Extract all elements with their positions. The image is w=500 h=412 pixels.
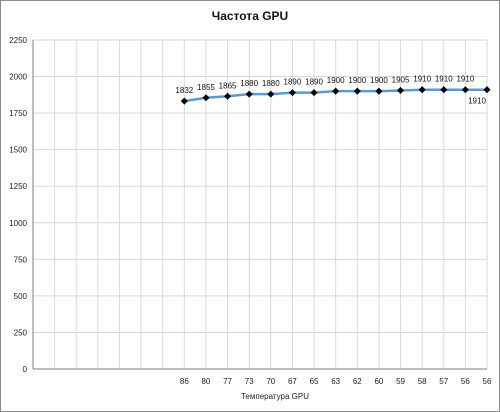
data-point [224,92,232,100]
x-tick-label: 70 [266,377,275,386]
data-point [483,86,491,94]
data-label: 1890 [305,78,323,87]
y-tick-label: 2000 [9,73,27,82]
data-point [332,87,340,95]
data-point [440,86,448,94]
data-label: 1880 [240,79,258,88]
x-tick-label: 86 [180,377,189,386]
data-label: 1890 [284,78,302,87]
data-label: 1900 [327,76,345,85]
data-point [180,97,188,105]
x-tick-label: 63 [331,377,340,386]
data-label: 1900 [348,76,366,85]
x-tick-label: 58 [418,377,427,386]
y-tick-label: 1000 [9,219,27,228]
data-label: 1910 [413,75,431,84]
x-tick-label: 73 [245,377,254,386]
data-label: 1900 [370,76,388,85]
data-point [245,90,253,98]
data-point [375,87,383,95]
x-tick-label: 57 [439,377,448,386]
data-point [288,89,296,97]
x-tick-label: 56 [483,377,492,386]
x-tick-label: 65 [310,377,319,386]
y-tick-label: 750 [14,255,28,264]
data-label: 1880 [262,79,280,88]
data-label: 1910 [468,97,486,106]
x-tick-label: 56 [461,377,470,386]
data-point [267,90,275,98]
data-label: 1865 [219,81,237,90]
x-tick-label: 80 [201,377,210,386]
data-point [418,86,426,94]
data-point [461,86,469,94]
x-axis-title: Температура GPU [241,392,309,401]
y-tick-label: 250 [14,328,28,337]
y-tick-label: 1500 [9,146,27,155]
data-point [353,87,361,95]
data-point [310,89,318,97]
data-label: 1855 [197,83,215,92]
y-tick-label: 500 [14,292,28,301]
data-label: 1910 [456,75,474,84]
data-label: 1905 [392,75,410,84]
x-tick-label: 59 [396,377,405,386]
x-tick-label: 62 [353,377,362,386]
y-tick-label: 1250 [9,182,27,191]
y-tick-label: 1750 [9,109,27,118]
y-tick-label: 2250 [9,36,27,45]
x-tick-label: 60 [374,377,383,386]
data-point [202,94,210,102]
chart-title: Частота GPU [212,9,288,23]
data-label: 1910 [435,75,453,84]
x-tick-label: 67 [288,377,297,386]
data-label: 1832 [175,86,193,95]
x-tick-label: 77 [223,377,232,386]
y-tick-label: 0 [23,365,28,374]
data-point [396,86,405,94]
